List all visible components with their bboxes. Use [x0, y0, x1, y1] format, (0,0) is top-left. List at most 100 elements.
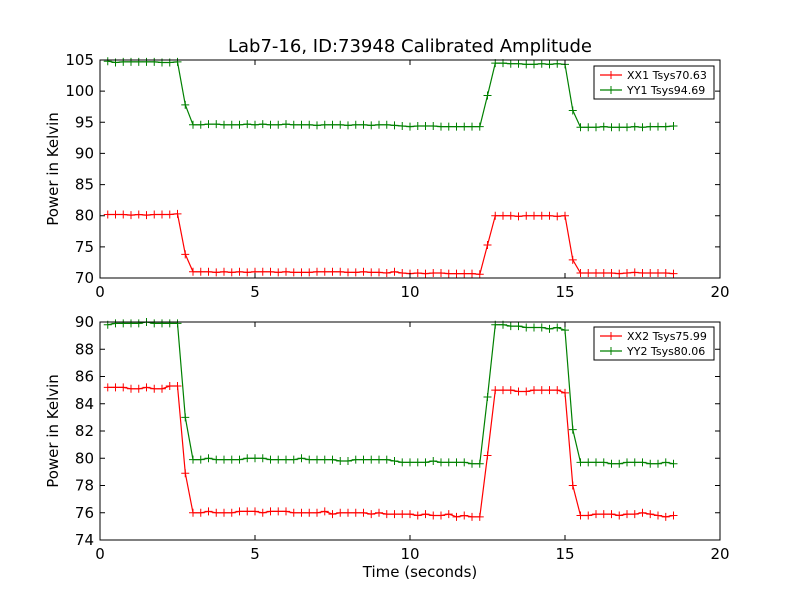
data-point [173, 209, 182, 218]
data-point [661, 269, 670, 278]
data-point [103, 383, 112, 392]
data-point [506, 211, 515, 220]
x-tick-label: 5 [250, 545, 260, 563]
data-point [475, 122, 484, 131]
data-point [623, 458, 631, 467]
data-point [468, 122, 476, 131]
data-point [638, 123, 647, 132]
data-point [444, 269, 453, 278]
data-point [398, 269, 407, 278]
data-point [452, 122, 461, 131]
data-point [452, 512, 461, 521]
data-point [413, 458, 422, 467]
data-point [375, 508, 383, 517]
data-point [235, 455, 244, 464]
data-point [599, 122, 608, 131]
x-tick-label: 20 [710, 283, 729, 301]
data-point [599, 269, 608, 278]
data-point [313, 267, 321, 276]
data-point [413, 269, 422, 278]
data-point [258, 508, 267, 517]
data-point [638, 458, 647, 467]
y-tick-label: 78 [75, 477, 94, 495]
data-point [274, 455, 283, 464]
data-point [243, 120, 252, 129]
data-point [630, 458, 639, 467]
data-point [530, 323, 538, 332]
data-point [328, 455, 337, 464]
y-tick-label: 74 [75, 531, 94, 549]
data-point [568, 255, 577, 264]
data-point [584, 511, 593, 520]
data-point [553, 212, 562, 221]
data-point [615, 511, 624, 520]
data-point [483, 91, 492, 100]
data-point [561, 326, 569, 335]
data-point [429, 269, 438, 278]
x-tick-label: 15 [555, 545, 574, 563]
data-point [297, 120, 306, 129]
data-point [251, 120, 259, 129]
data-point [103, 57, 112, 66]
chart-title: Lab7-16, ID:73948 Calibrated Amplitude [228, 36, 592, 57]
data-point [282, 267, 290, 276]
data-point [514, 387, 523, 396]
data-point [646, 510, 655, 519]
data-point [119, 319, 128, 328]
data-point [258, 454, 267, 463]
legend-entry: YY1 Tsys94.69 [626, 84, 705, 97]
data-point [491, 211, 500, 220]
data-point [134, 319, 143, 328]
data-point [359, 120, 368, 129]
data-point [127, 384, 135, 393]
data-point [158, 319, 166, 328]
data-point [576, 511, 585, 520]
data-point [165, 382, 174, 391]
x-tick-label: 20 [710, 545, 729, 563]
data-point [150, 319, 159, 328]
x-tick-label: 10 [400, 283, 419, 301]
data-point [661, 512, 670, 521]
data-point [390, 456, 399, 465]
data-point [289, 455, 298, 464]
data-point [266, 267, 275, 276]
data-point [452, 458, 461, 467]
y-axis-label: Power in Kelvin [44, 112, 62, 226]
data-point [669, 511, 678, 520]
data-point [165, 319, 174, 328]
data-point [382, 455, 391, 464]
data-point [545, 324, 554, 333]
data-point [661, 458, 670, 467]
y-tick-label: 105 [65, 51, 94, 69]
data-point [196, 455, 205, 464]
data-point [468, 269, 476, 278]
data-point [313, 508, 321, 517]
data-point [607, 269, 616, 278]
data-point [522, 60, 531, 69]
legend: XX2 Tsys75.99 YY2 Tsys80.06 [593, 326, 715, 361]
y-tick-label: 80 [75, 449, 94, 467]
x-tick-label: 0 [95, 545, 105, 563]
data-point [530, 211, 538, 220]
data-point [437, 269, 445, 278]
x-tick-label: 0 [95, 283, 105, 301]
data-point [537, 59, 546, 68]
data-point [336, 267, 345, 276]
data-point [289, 508, 298, 517]
data-point [204, 454, 213, 463]
data-point [382, 510, 391, 519]
y-tick-label: 95 [75, 113, 94, 131]
data-point [390, 121, 399, 130]
data-point [189, 508, 197, 517]
legend: XX1 Tsys70.63 YY1 Tsys94.69 [593, 65, 715, 100]
data-point [537, 211, 546, 220]
data-point [375, 455, 383, 464]
data-point [127, 211, 135, 220]
data-point [111, 319, 120, 328]
data-point [266, 455, 275, 464]
data-point [235, 120, 244, 129]
data-point [592, 123, 600, 132]
y-tick-label: 86 [75, 368, 94, 386]
data-point [460, 458, 469, 467]
data-point [630, 122, 639, 131]
